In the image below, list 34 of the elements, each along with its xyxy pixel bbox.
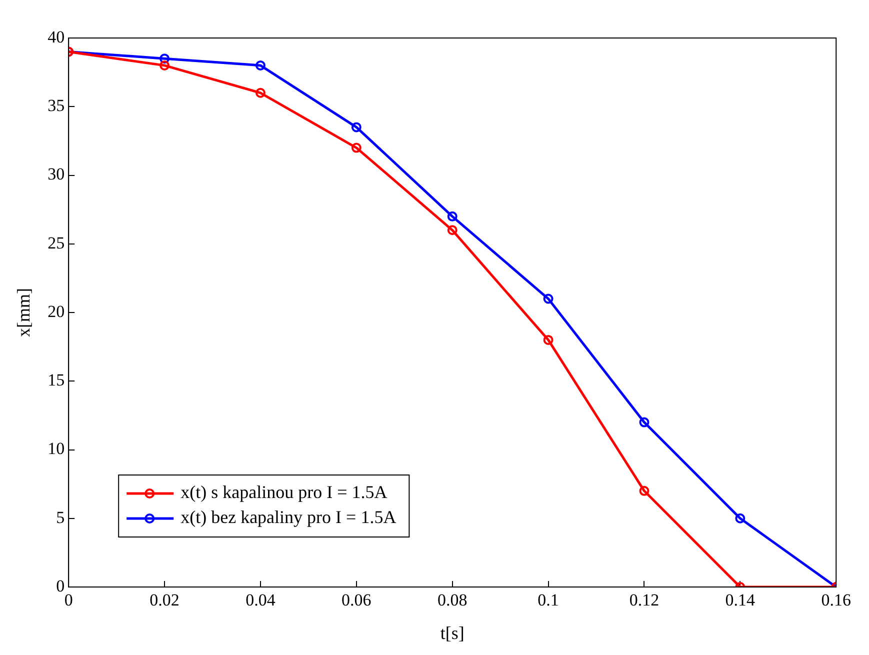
x-axis-title: t[s] — [440, 622, 464, 643]
y-tick-label: 35 — [48, 96, 65, 116]
point — [447, 211, 458, 222]
point — [735, 513, 746, 524]
y-axis-title: x[mm] — [14, 288, 34, 337]
y-tick-label: 10 — [48, 439, 65, 458]
x-tick-label: 0.16 — [821, 590, 851, 610]
y-tick-label: 0 — [56, 576, 65, 596]
point — [639, 486, 650, 496]
point — [160, 60, 170, 70]
y-tick-label: 40 — [48, 27, 65, 46]
point — [160, 54, 170, 64]
x-tick-label: 0.12 — [629, 590, 660, 610]
point — [255, 60, 266, 70]
y-tick-label: 15 — [48, 370, 65, 390]
point — [543, 294, 554, 304]
y-tick-label: 20 — [48, 302, 65, 321]
x-tick-label: 0.06 — [342, 590, 372, 610]
y-tick-label: 5 — [56, 508, 65, 527]
y-tick-label: 30 — [48, 164, 65, 184]
point — [255, 88, 266, 98]
point — [351, 122, 362, 132]
x-tick-label: 0.02 — [150, 590, 180, 610]
legend-label: x(t) s kapalinou pro I = 1.5A — [180, 482, 388, 502]
x-tick-label: 0.04 — [246, 590, 276, 610]
point — [639, 417, 650, 428]
point — [351, 142, 362, 153]
legend-label: x(t) bez kapaliny pro I = 1.5A — [180, 507, 396, 528]
y-tick-label: 25 — [48, 233, 65, 252]
point — [447, 225, 458, 236]
x-tick-label: 0.1 — [538, 590, 559, 610]
x-tick-label: 0.08 — [437, 590, 468, 610]
x-tick-label: 0.14 — [725, 590, 756, 610]
point — [543, 334, 554, 345]
